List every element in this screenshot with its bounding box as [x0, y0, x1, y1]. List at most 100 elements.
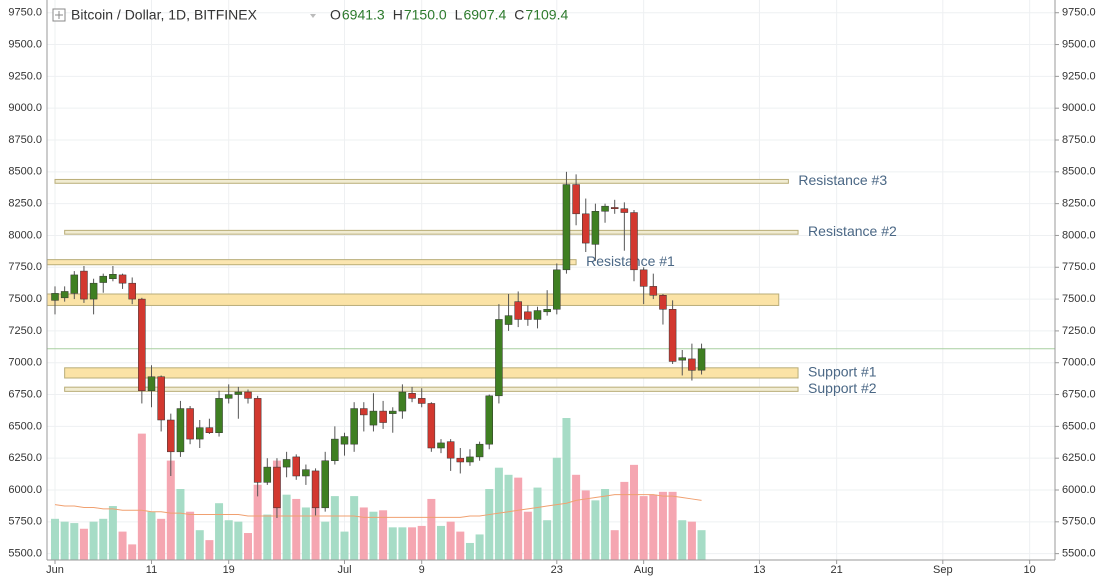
y-tick-label-right: 7500.0 — [1062, 293, 1096, 305]
ohlc-key: H — [393, 7, 403, 23]
volume-bar — [321, 521, 330, 560]
x-tick-label: Sep — [933, 564, 953, 576]
volume-bar — [533, 487, 542, 560]
candle-body — [51, 293, 59, 301]
candle-body — [302, 469, 310, 477]
candle-body — [205, 427, 214, 433]
candle-body — [601, 205, 609, 212]
volume-bar — [437, 525, 445, 560]
volume-bar — [446, 521, 455, 560]
volume-bar — [215, 503, 224, 560]
y-tick-label-right: 8500.0 — [1062, 166, 1096, 178]
volume-bar — [543, 520, 552, 560]
volume-bar — [292, 498, 301, 560]
candle-body — [543, 309, 551, 313]
candle-body — [215, 398, 223, 433]
y-tick-label: 9750.0 — [8, 7, 42, 19]
y-tick-label-right: 6500.0 — [1062, 420, 1096, 432]
y-tick-label: 5750.0 — [8, 516, 42, 528]
candle-body — [610, 207, 619, 209]
y-tick-label-right: 7000.0 — [1062, 357, 1096, 369]
volume-bar — [147, 511, 156, 560]
dropdown[interactable] — [310, 14, 316, 18]
y-tick-label: 9250.0 — [8, 70, 42, 82]
candle-body — [147, 376, 156, 391]
volume-bar — [205, 540, 214, 560]
y-tick-label: 6500.0 — [8, 420, 42, 432]
price-zone — [54, 178, 789, 184]
candle-body — [562, 184, 571, 271]
y-tick-label: 7250.0 — [8, 325, 42, 337]
candle-body — [553, 269, 561, 310]
volume-bar — [398, 527, 407, 560]
candle-body — [591, 211, 600, 245]
volume-bar — [70, 523, 79, 560]
volume-bar — [514, 477, 523, 560]
candle-body — [668, 309, 677, 362]
candle-body — [321, 460, 329, 509]
candle-body — [350, 408, 358, 445]
price-zone — [64, 229, 799, 235]
price-zone — [64, 386, 799, 392]
y-tick-label: 6250.0 — [8, 452, 42, 464]
candle-body — [80, 270, 88, 300]
volume-bar — [456, 531, 465, 560]
candle-body — [369, 410, 378, 426]
volume-bar — [658, 491, 667, 560]
volume-bar — [417, 525, 426, 560]
volume-bar — [427, 498, 436, 560]
candle-body — [524, 311, 532, 320]
volume-bar — [128, 544, 137, 560]
symbol: Bitcoin / Dollar, 1D, BITFINEX — [71, 7, 258, 23]
volume-bar — [408, 527, 417, 560]
candle-body — [466, 456, 474, 463]
candle-body — [311, 470, 320, 509]
volume-bar — [494, 467, 503, 560]
volume-bar — [523, 511, 532, 560]
volume-bar — [379, 510, 388, 560]
candle-body — [456, 457, 465, 463]
volume-bar — [697, 530, 706, 560]
candle-body — [659, 295, 667, 310]
volume-bar — [263, 514, 272, 560]
candle-body — [475, 443, 484, 458]
volume-bar — [186, 511, 195, 560]
volume-bar — [176, 489, 185, 560]
volume-bar — [99, 518, 108, 560]
volume-bar — [639, 496, 648, 560]
volume-bar — [350, 496, 359, 560]
y-tick-label: 9000.0 — [8, 102, 42, 114]
volume-bar — [562, 418, 571, 560]
candle-body — [99, 275, 107, 283]
candle-body — [118, 274, 127, 284]
ohlc-key: C — [514, 7, 524, 23]
candle-body — [379, 410, 387, 423]
x-tick-label: 13 — [753, 564, 765, 576]
ohlc-value: 6907.4 — [463, 7, 506, 23]
candle-body — [446, 441, 455, 459]
ohlc-value: 7150.0 — [404, 7, 447, 23]
candle-body — [89, 282, 98, 300]
candle-body — [697, 348, 706, 371]
x-tick-label: 9 — [419, 564, 425, 576]
y-tick-label: 8500.0 — [8, 166, 42, 178]
volume-bar — [282, 494, 291, 560]
candle-body — [167, 419, 175, 453]
candle-body — [360, 408, 368, 416]
y-tick-label: 7500.0 — [8, 293, 42, 305]
volume-bar — [253, 484, 262, 560]
volume-bar — [157, 518, 166, 560]
candle-body — [678, 357, 686, 361]
y-tick-label: 9500.0 — [8, 38, 42, 50]
y-tick-label: 6750.0 — [8, 388, 42, 400]
y-tick-label: 8750.0 — [8, 134, 42, 146]
x-tick-label: 11 — [146, 564, 157, 576]
candle-body — [417, 398, 426, 404]
y-tick-label: 6000.0 — [8, 484, 42, 496]
ohlc-key: O — [330, 7, 341, 23]
candle-body — [649, 286, 658, 296]
volume-bar — [108, 506, 117, 560]
candle-body — [620, 208, 629, 213]
